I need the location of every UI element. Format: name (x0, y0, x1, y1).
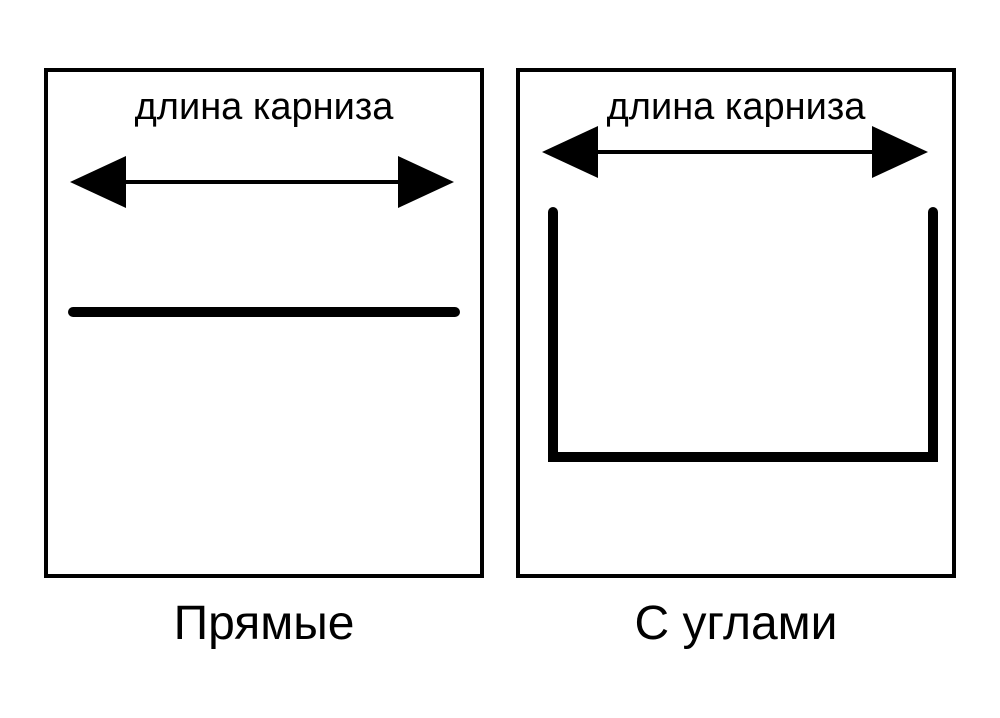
arrow-shaft (576, 150, 895, 154)
diagram-canvas: длина карниза Прямые длина карниза С угл… (0, 0, 1000, 718)
caption-with-corners: С углами (516, 596, 956, 651)
arrow-head-left-icon (542, 126, 598, 178)
arrow-head-right-icon (872, 126, 928, 178)
